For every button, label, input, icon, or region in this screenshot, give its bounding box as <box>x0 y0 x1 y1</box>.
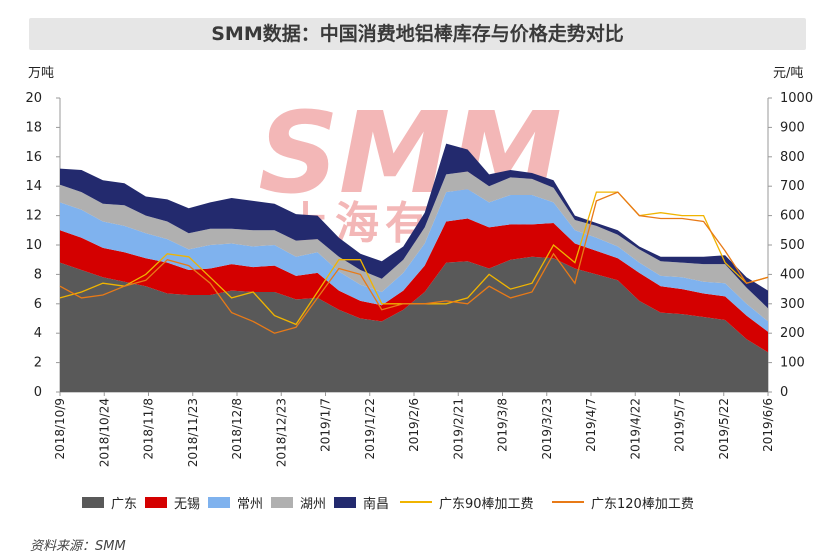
left-tick-label: 16 <box>25 150 42 165</box>
legend-swatch <box>271 496 293 508</box>
x-tick-label: 2019/4/7 <box>584 398 598 452</box>
x-tick-label: 2019/3/8 <box>496 398 510 452</box>
left-tick-label: 4 <box>34 326 42 341</box>
legend-swatch <box>208 496 230 508</box>
left-axis-unit: 万吨 <box>28 66 55 81</box>
x-tick-label: 2019/2/21 <box>451 398 465 460</box>
legend-label: 湖州 <box>300 496 327 512</box>
x-tick-label: 2018/11/23 <box>186 398 200 467</box>
left-tick-label: 0 <box>34 385 42 400</box>
left-tick-label: 12 <box>25 209 42 224</box>
x-tick-label: 2019/4/22 <box>628 398 642 460</box>
legend-swatch <box>552 501 584 503</box>
legend: 广东 无锡 常州 湖州 南昌 广东90棒加工费 广东120棒加工费 <box>82 492 802 512</box>
right-tick-label: 400 <box>780 267 805 282</box>
title-bar: SMM数据：中国消费地铝棒库存与价格走势对比 <box>29 18 806 50</box>
left-tick-label: 2 <box>34 356 42 371</box>
source-note: 资料来源：SMM <box>30 539 126 554</box>
legend-label: 常州 <box>237 496 264 512</box>
right-tick-label: 600 <box>780 209 805 224</box>
legend-label: 广东120棒加工费 <box>591 496 694 512</box>
legend-item: 广东 <box>82 492 137 512</box>
left-tick-label: 10 <box>25 238 42 253</box>
left-tick-label: 6 <box>34 297 42 312</box>
x-tick-label: 2018/10/24 <box>97 398 111 467</box>
area-湖州 <box>60 171 768 322</box>
legend-item: 广东90棒加工费 <box>400 492 534 512</box>
right-tick-label: 0 <box>780 385 788 400</box>
x-tick-label: 2018/12/8 <box>230 398 244 460</box>
legend-swatch <box>334 496 356 508</box>
legend-swatch <box>82 496 104 508</box>
area-广东 <box>60 256 768 392</box>
right-tick-label: 100 <box>780 356 805 371</box>
legend-label: 广东90棒加工费 <box>439 496 534 512</box>
right-tick-label: 1000 <box>780 91 813 106</box>
right-axis-unit: 元/吨 <box>773 66 804 81</box>
left-tick-label: 18 <box>25 120 42 135</box>
legend-swatch <box>400 501 432 503</box>
x-tick-label: 2018/10/9 <box>53 398 67 460</box>
right-tick-label: 500 <box>780 238 805 253</box>
right-tick-label: 900 <box>780 120 805 135</box>
chart-title: SMM数据：中国消费地铝棒库存与价格走势对比 <box>211 23 624 45</box>
left-tick-label: 14 <box>25 179 42 194</box>
left-tick-label: 20 <box>25 91 42 106</box>
x-tick-label: 2018/12/23 <box>274 398 288 467</box>
legend-item: 广东120棒加工费 <box>552 492 694 512</box>
area-无锡 <box>60 218 768 353</box>
legend-label: 南昌 <box>363 496 390 512</box>
x-tick-label: 2019/5/7 <box>673 398 687 452</box>
x-tick-label: 2019/1/22 <box>363 398 377 460</box>
legend-swatch <box>145 496 167 508</box>
legend-item: 无锡 <box>145 492 200 512</box>
area-南昌 <box>60 143 768 309</box>
right-tick-label: 200 <box>780 326 805 341</box>
legend-label: 无锡 <box>174 496 201 512</box>
legend-item: 湖州 <box>271 492 326 512</box>
legend-item: 常州 <box>208 492 263 512</box>
x-tick-label: 2019/1/7 <box>319 398 333 452</box>
x-tick-label: 2018/11/8 <box>142 398 156 460</box>
x-tick-label: 2019/3/23 <box>540 398 554 460</box>
legend-label: 广东 <box>111 496 138 512</box>
x-tick-label: 2019/6/6 <box>761 398 775 452</box>
right-tick-label: 800 <box>780 150 805 165</box>
right-tick-label: 700 <box>780 179 805 194</box>
x-tick-label: 2019/5/22 <box>717 398 731 460</box>
line-广东120棒加工费 <box>59 191 769 334</box>
legend-item: 南昌 <box>334 492 389 512</box>
area-常州 <box>60 189 768 332</box>
x-tick-label: 2019/2/6 <box>407 398 421 452</box>
left-tick-label: 8 <box>34 267 42 282</box>
right-tick-label: 300 <box>780 297 805 312</box>
